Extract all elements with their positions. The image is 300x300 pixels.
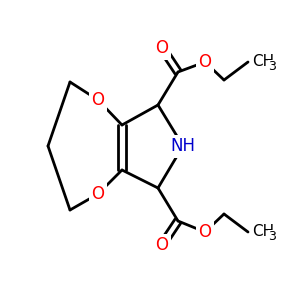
Text: 3: 3 — [268, 59, 276, 73]
Text: O: O — [155, 236, 169, 254]
Text: O: O — [92, 185, 104, 203]
Text: CH: CH — [252, 55, 274, 70]
Text: 3: 3 — [268, 230, 276, 242]
Text: NH: NH — [170, 137, 196, 155]
Text: O: O — [199, 53, 212, 71]
Text: O: O — [199, 223, 212, 241]
Text: CH: CH — [252, 224, 274, 239]
Text: O: O — [155, 39, 169, 57]
Text: O: O — [92, 91, 104, 109]
